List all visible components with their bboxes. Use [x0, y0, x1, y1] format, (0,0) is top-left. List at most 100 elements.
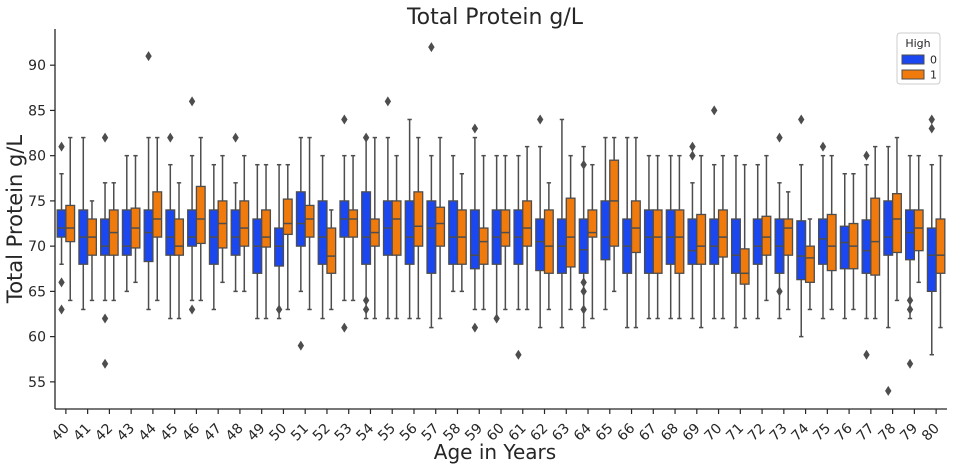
outlier-point — [863, 349, 870, 360]
box-0-59 — [469, 123, 480, 333]
box-0-51 — [295, 136, 306, 351]
box-1-79 — [913, 154, 924, 284]
outlier-point — [362, 132, 370, 143]
outlier-point — [819, 141, 827, 152]
outlier-point — [275, 304, 283, 315]
box-0-62 — [535, 114, 546, 329]
box-body — [609, 159, 620, 247]
box-body — [413, 191, 424, 247]
box-body — [295, 191, 306, 247]
outlier-point — [341, 322, 348, 333]
y-tick-label: 65 — [28, 284, 46, 300]
y-tick-label: 90 — [28, 58, 46, 74]
box-0-54 — [361, 132, 372, 320]
box-body — [578, 218, 589, 274]
outlier-point — [580, 159, 587, 170]
box-0-69 — [687, 141, 698, 320]
box-0-75 — [817, 141, 828, 320]
x-tick-label: 71 — [723, 421, 747, 445]
outlier-point — [711, 105, 718, 116]
x-tick-label: 42 — [92, 421, 116, 445]
x-tick-label: 47 — [201, 421, 225, 445]
box-body — [643, 209, 654, 274]
box-1-45 — [174, 182, 185, 320]
outlier-point — [58, 141, 65, 152]
box-body — [796, 220, 807, 281]
box-body — [143, 209, 154, 263]
x-tick-label: 52 — [310, 421, 334, 445]
box-0-71 — [730, 154, 741, 329]
box-body — [174, 218, 185, 256]
box-body — [522, 200, 533, 247]
box-1-62 — [543, 182, 554, 311]
x-tick-label: 54 — [353, 420, 377, 444]
box-1-77 — [870, 145, 881, 320]
box-1-56 — [413, 136, 424, 320]
legend-label-0: 0 — [930, 54, 937, 67]
legend-swatch-0 — [901, 54, 925, 65]
box-body — [56, 209, 67, 238]
box-body — [426, 200, 437, 274]
box-1-64 — [587, 163, 598, 320]
box-body — [500, 209, 511, 247]
outlier-point — [428, 42, 435, 53]
y-tick-label: 55 — [28, 375, 46, 391]
box-body — [739, 248, 750, 285]
outlier-point — [689, 150, 696, 161]
box-body — [100, 218, 111, 256]
y-tick-label: 75 — [28, 194, 46, 210]
outlier-point — [188, 96, 196, 107]
box-0-53 — [339, 114, 350, 333]
legend-swatch-1 — [901, 69, 925, 80]
box-1-42 — [108, 182, 119, 302]
box-1-48 — [239, 154, 250, 293]
box-0-49 — [252, 163, 263, 320]
box-body — [861, 219, 872, 274]
box-body — [717, 209, 728, 258]
outlier-point — [798, 114, 805, 125]
x-tick-label: 65 — [593, 421, 617, 445]
box-body — [391, 200, 402, 256]
box-1-50 — [282, 163, 293, 311]
x-tick-label: 56 — [397, 420, 421, 444]
box-1-76 — [848, 173, 859, 311]
box-body — [304, 204, 315, 238]
outlier-point — [515, 349, 522, 360]
outlier-point — [362, 295, 370, 306]
box-1-71 — [739, 163, 750, 320]
box-0-50 — [274, 163, 285, 320]
box-0-76 — [839, 173, 850, 320]
box-1-55 — [391, 154, 402, 320]
box-body — [165, 209, 176, 256]
box-1-46 — [195, 136, 206, 302]
box-1-80 — [935, 154, 946, 329]
box-1-43 — [130, 154, 141, 284]
x-tick-label: 53 — [332, 421, 356, 445]
x-tick-label: 49 — [245, 421, 269, 445]
plot-area — [56, 42, 946, 396]
outlier-point — [906, 295, 914, 306]
box-body — [826, 213, 837, 272]
box-0-43 — [121, 154, 132, 293]
outlier-point — [863, 150, 870, 161]
outlier-point — [885, 385, 892, 396]
outlier-point — [188, 304, 196, 315]
box-body — [121, 209, 132, 256]
box-1-70 — [717, 154, 728, 320]
box-1-67 — [652, 154, 663, 320]
box-0-60 — [491, 154, 502, 324]
box-0-67 — [643, 154, 654, 320]
box-body — [326, 227, 337, 274]
box-body — [187, 209, 198, 247]
box-0-57 — [426, 42, 437, 329]
box-1-72 — [761, 154, 772, 302]
box-0-44 — [143, 51, 154, 311]
y-tick-label: 85 — [28, 103, 46, 119]
box-body — [804, 245, 815, 283]
box-1-60 — [500, 154, 511, 311]
x-axis-label: Age in Years — [434, 440, 556, 464]
outlier-point — [58, 304, 65, 315]
box-body — [535, 218, 546, 272]
